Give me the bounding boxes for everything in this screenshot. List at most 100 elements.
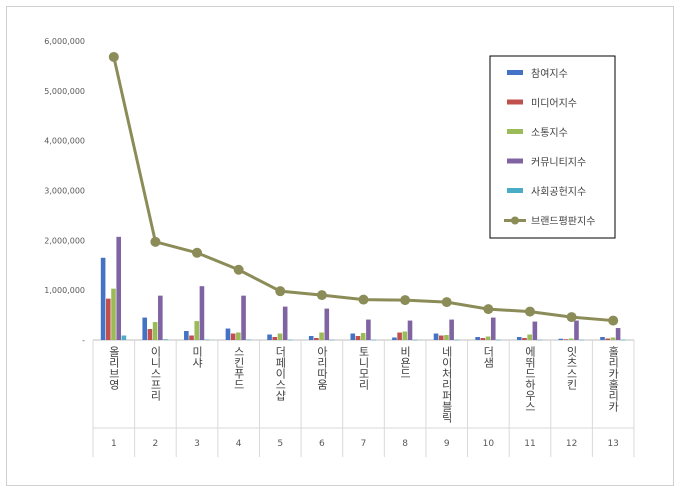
line-point: [566, 312, 577, 323]
legend-swatch: [507, 129, 523, 134]
bar: [350, 333, 356, 340]
bar: [308, 336, 314, 340]
bar: [537, 339, 543, 341]
y-tick-label: 5,000,000: [44, 87, 85, 96]
bar: [319, 332, 324, 340]
line-point: [275, 286, 286, 297]
y-tick-label: 1,000,000: [44, 286, 85, 295]
bar: [449, 319, 454, 340]
category-label: 더샘: [482, 346, 495, 368]
y-tick-label: 3,000,000: [44, 187, 85, 196]
bar: [246, 339, 252, 341]
bar: [485, 336, 491, 340]
bar: [199, 286, 205, 340]
category-number: 13: [607, 439, 618, 449]
category-label: 홀리카홀리카: [607, 346, 620, 412]
bar: [163, 339, 168, 340]
y-tick-label: 4,000,000: [44, 137, 85, 146]
bar: [490, 317, 496, 340]
bar: [516, 337, 522, 340]
bar: [397, 332, 402, 340]
bar: [100, 257, 106, 340]
bar: [314, 338, 319, 340]
bar: [329, 339, 335, 341]
line-point: [358, 294, 369, 305]
bar: [288, 339, 293, 341]
bar: [574, 320, 579, 340]
category-label: 네이처리퍼블릭: [440, 346, 453, 423]
legend-label: 브랜드평판지수: [531, 216, 595, 228]
bar: [444, 335, 449, 340]
legend-label: 소통지수: [531, 127, 568, 139]
category-label: 더페이스샵: [274, 346, 287, 401]
category-number: 3: [194, 439, 200, 449]
bar: [158, 295, 163, 340]
category-label: 미샤: [191, 346, 204, 369]
bar: [241, 295, 246, 340]
y-tick-label: 2,000,000: [44, 236, 85, 245]
bar: [392, 337, 397, 340]
line-point: [400, 295, 411, 306]
y-tick-label: 6,000,000: [44, 37, 85, 46]
category-label: 잇츠스킨: [565, 346, 578, 390]
line-point: [524, 306, 535, 317]
legend-swatch: [507, 70, 523, 75]
category-number: 6: [319, 439, 325, 449]
bar: [204, 339, 210, 341]
bar: [277, 333, 283, 340]
bar: [579, 339, 584, 341]
bar: [438, 335, 444, 340]
bar: [189, 335, 194, 340]
bar: [184, 331, 189, 340]
category-label: 토니모리: [357, 346, 370, 390]
legend-swatch: [507, 99, 523, 105]
bar: [532, 321, 538, 340]
bar: [454, 339, 460, 341]
bar: [360, 333, 366, 340]
bar: [355, 336, 361, 340]
legend-label: 미디어지수: [531, 98, 577, 110]
category-number: 5: [277, 439, 283, 449]
bar: [496, 339, 501, 341]
legend-label: 사회공헌지수: [531, 186, 586, 198]
category-number: 1: [111, 439, 117, 449]
line-point: [441, 297, 452, 308]
bar: [600, 337, 605, 340]
bar: [558, 338, 564, 340]
bar: [568, 338, 574, 340]
bar: [106, 298, 111, 340]
bar: [267, 334, 272, 340]
legend-label: 커뮤니티지수: [531, 157, 586, 169]
legend-box: [489, 55, 616, 239]
legend-label: 참여지수: [531, 68, 568, 80]
category-label: 올리브영: [107, 346, 120, 390]
category-label: 스킨푸드: [232, 346, 245, 390]
category-label: 아리따움: [315, 346, 328, 390]
bar: [433, 333, 439, 340]
category-label: 에뛰드하우스: [523, 346, 536, 412]
bar: [605, 338, 610, 340]
category-label: 이니스프리: [149, 346, 162, 401]
bar: [620, 339, 626, 341]
line-point: [316, 290, 327, 301]
category-number: 12: [566, 439, 577, 449]
bar: [407, 320, 413, 340]
bar: [272, 337, 278, 340]
bar: [610, 337, 616, 340]
bar: [615, 328, 621, 340]
bar: [527, 334, 532, 340]
bar: [563, 339, 569, 340]
bar: [116, 236, 122, 340]
bar: [522, 338, 527, 340]
line-point: [483, 304, 494, 315]
line-point: [192, 247, 203, 258]
line-point: [233, 264, 244, 275]
bar: [225, 328, 231, 340]
bar: [475, 337, 480, 340]
bar: [111, 288, 116, 340]
line-point: [108, 51, 119, 62]
y-tick-label: -: [82, 336, 85, 345]
legend-swatch: [507, 188, 523, 193]
bar: [121, 335, 127, 340]
